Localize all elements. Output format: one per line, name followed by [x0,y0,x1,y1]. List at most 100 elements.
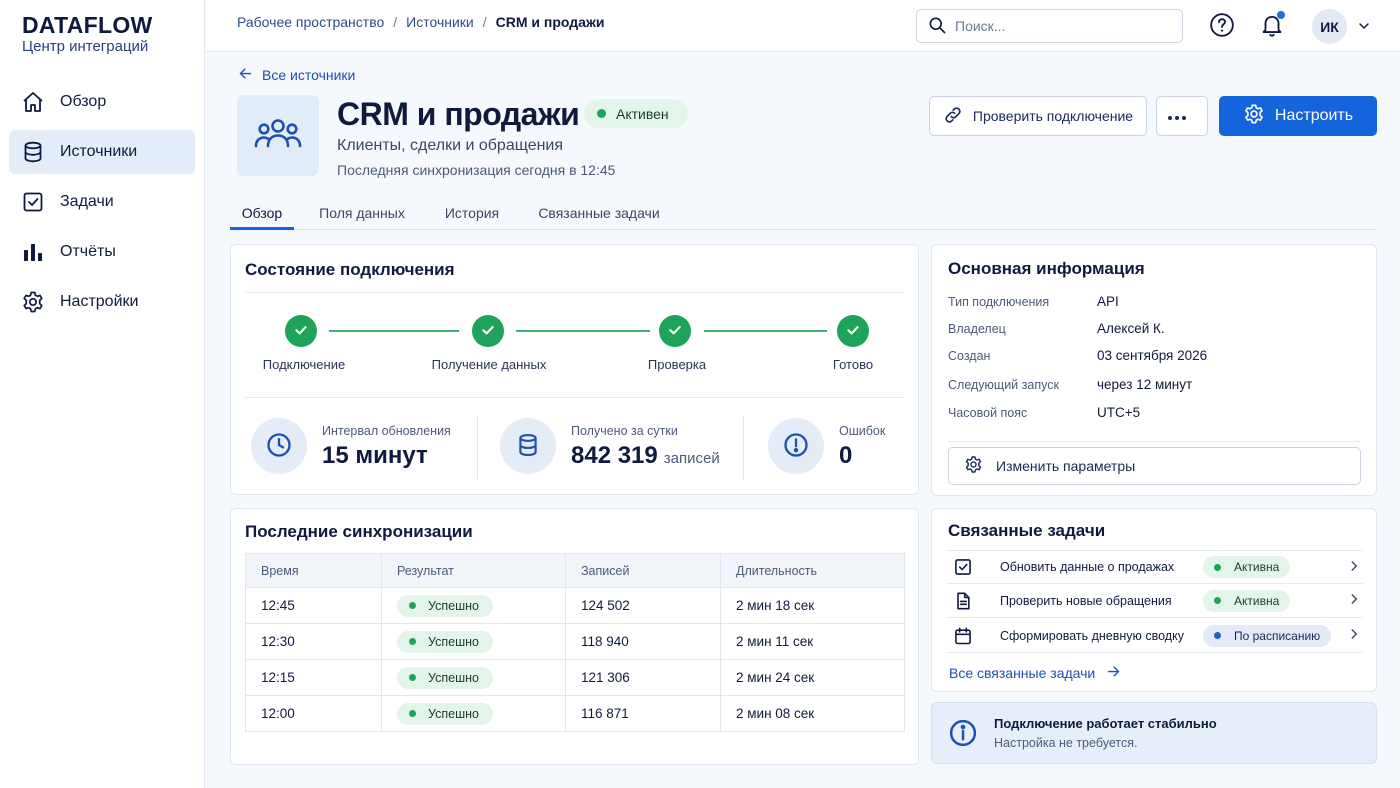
divider [245,397,905,398]
gear-icon [21,290,45,314]
sidebar-item-overview[interactable]: Обзор [9,80,195,124]
chevron-right-icon [1347,627,1361,644]
tab-overview[interactable]: Обзор [230,196,294,230]
status-dot [409,674,416,681]
sidebar-item-tasks[interactable]: Задачи [9,180,195,224]
task-status-label: Активна [1234,560,1280,574]
bar-chart-icon [21,240,45,264]
more-icon [1167,108,1197,124]
calendar-icon [951,624,975,648]
avatar[interactable]: ИК [1312,9,1347,44]
page-title: CRM и продажи [337,96,580,132]
task-status-label: По расписанию [1234,628,1321,643]
sidebar-item-sources[interactable]: Источники [9,130,195,174]
connection-status-card: Состояние подключения Подключение Получе… [230,244,919,495]
more-button[interactable] [1156,96,1208,136]
sync-table: Время Результат Записей Длительность 12:… [245,553,905,732]
step-connector [329,330,459,332]
cell-records: 118 940 [565,623,721,660]
related-tasks-title: Связанные задачи [948,521,1106,540]
configure-button[interactable]: Настроить [1219,96,1377,136]
metric-received-icon [500,418,556,474]
check-icon [667,322,683,341]
sidebar-item-settings[interactable]: Настройки [9,280,195,324]
source-icon [237,95,319,176]
check-icon [480,322,496,341]
column-header-records[interactable]: Записей [565,553,721,588]
table-row[interactable]: 12:45 Успешно 124 502 2 мин 18 сек [245,587,905,624]
task-label: Сформировать дневную сводку [1000,628,1184,643]
result-label: Успешно [428,670,479,685]
notice-title: Подключение работает стабильно [994,716,1217,731]
help-button[interactable] [1208,12,1236,40]
divider [948,441,1361,442]
breadcrumb-separator: / [482,14,487,30]
gear-icon [1243,103,1275,130]
breadcrumb-sources[interactable]: Источники [406,14,474,30]
help-icon [1209,12,1235,41]
notifications-button[interactable] [1258,11,1286,40]
check-connection-button[interactable]: Проверить подключение [929,96,1147,136]
tab-data-fields[interactable]: Поля данных [319,205,405,221]
table-row[interactable]: 12:00 Успешно 116 871 2 мин 08 сек [245,695,905,732]
chevron-down-icon[interactable] [1356,18,1372,37]
column-header-duration[interactable]: Длительность [720,553,905,588]
cell-duration: 2 мин 24 сек [720,659,905,696]
breadcrumb: Рабочее пространство / Источники / CRM и… [237,14,605,30]
sidebar-item-reports[interactable]: Отчёты [9,230,195,274]
task-item-check-requests[interactable]: Проверить новые обращения Активна [947,584,1363,618]
database-icon [515,432,541,461]
back-link[interactable]: Все источники [238,66,355,84]
recent-syncs-title: Последние синхронизации [245,522,473,541]
brand-name: DATAFLOW [22,12,153,38]
configure-label: Настроить [1274,107,1354,124]
task-status-badge: Активна [1203,556,1291,578]
metric-interval-value: 15 минут [322,442,428,469]
result-badge: Успешно [397,630,493,653]
task-label: Обновить данные о продажах [1000,560,1175,574]
cell-time: 12:00 [245,695,382,732]
brand[interactable]: DATAFLOW Центр интеграций [22,12,153,56]
metric-interval-icon [251,418,307,474]
info-key: Создан [948,349,991,363]
info-key: Следующий запуск [948,378,1059,392]
task-status-badge: По расписанию [1203,624,1332,647]
tab-history[interactable]: История [444,205,500,221]
table-row[interactable]: 12:30 Успешно 118 940 2 мин 11 сек [245,623,905,660]
topbar: Рабочее пространство / Источники / CRM и… [206,0,1400,52]
divider [245,292,905,293]
metric-received-unit: записей [663,450,720,467]
result-badge: Успешно [397,702,493,725]
step-label: Проверка [647,357,707,372]
clock-icon [265,431,293,462]
info-value: API [1097,294,1119,309]
database-icon [21,140,45,164]
connection-status-title: Состояние подключения [245,260,455,279]
metric-interval-label: Интервал обновления [322,424,451,438]
table-row[interactable]: 12:15 Успешно 121 306 2 мин 24 сек [245,659,905,696]
cell-result: Успешно [381,659,566,696]
task-item-update-sales[interactable]: Обновить данные о продажах Активна [947,550,1363,584]
column-header-result[interactable]: Результат [381,553,566,588]
basic-info-title: Основная информация [948,259,1145,278]
task-item-daily-summary[interactable]: Сформировать дневную сводку По расписани… [947,619,1363,653]
all-related-tasks-link[interactable]: Все связанные задачи [949,664,1121,682]
check-icon [293,322,309,341]
recent-syncs-card: Последние синхронизации Время Результат … [230,508,919,765]
check-icon [845,322,861,341]
sidebar-item-label: Источники [60,143,138,160]
search-input[interactable] [955,18,1165,34]
metric-received-label: Получено за сутки [571,424,678,438]
search-box[interactable] [916,9,1183,43]
edit-parameters-button[interactable]: Изменить параметры [948,447,1361,485]
alert-icon [782,431,810,462]
column-header-time[interactable]: Время [245,553,382,588]
tab-related-tasks[interactable]: Связанные задачи [538,205,660,221]
checkbox-icon [21,190,45,214]
info-key: Владелец [948,322,1006,336]
breadcrumb-workspace[interactable]: Рабочее пространство [237,14,385,30]
info-key: Часовой пояс [948,406,1028,420]
task-status-label: Активна [1234,593,1280,608]
task-status-badge: Активна [1203,589,1291,612]
cell-result: Успешно [381,623,566,660]
